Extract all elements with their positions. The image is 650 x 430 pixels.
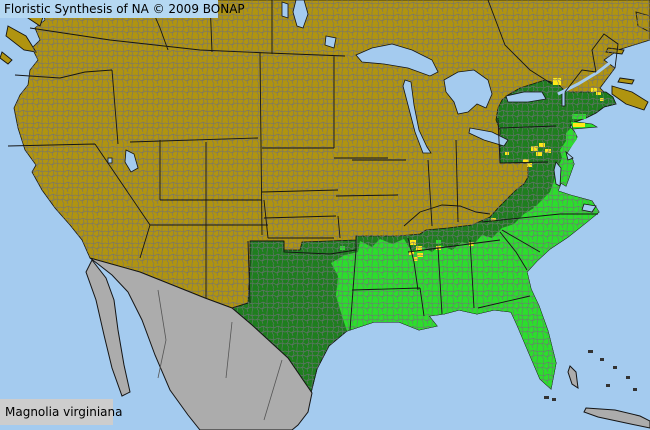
great-salt-lake	[124, 149, 139, 173]
nova-scotia	[611, 85, 649, 111]
state-and-national-borders	[7, 0, 619, 331]
map-title: Floristic Synthesis of NA © 2009 BONAP	[4, 2, 245, 16]
pamlico-sound	[581, 203, 597, 213]
prince-edward-island	[617, 77, 635, 85]
olympic-coast-islet	[0, 51, 13, 65]
lake-superior	[355, 43, 439, 77]
species-label-box	[0, 399, 113, 425]
lake-erie	[468, 127, 509, 147]
vancouver-island	[5, 25, 37, 53]
species-label: Magnolia virginiana	[5, 405, 122, 419]
baja-california-peninsula	[85, 259, 131, 397]
lake-tahoe	[107, 157, 113, 164]
lake-of-the-woods	[324, 35, 337, 49]
mexico-state-lines	[157, 289, 283, 421]
lake-winnipegosis	[281, 1, 289, 19]
mexico-mainland	[89, 257, 313, 430]
lake-huron	[443, 69, 493, 115]
lake-winnipeg	[292, 0, 309, 29]
lake-ontario	[505, 91, 547, 103]
title-bar	[0, 0, 218, 18]
st-lawrence-river	[557, 56, 617, 96]
lake-michigan	[402, 79, 432, 154]
delaware-bay	[565, 150, 574, 161]
chesapeake-bay	[553, 161, 562, 187]
inland-water	[107, 0, 617, 213]
andros-island	[567, 365, 579, 390]
outside-coverage-region	[85, 257, 650, 430]
cuba-island	[583, 407, 650, 429]
